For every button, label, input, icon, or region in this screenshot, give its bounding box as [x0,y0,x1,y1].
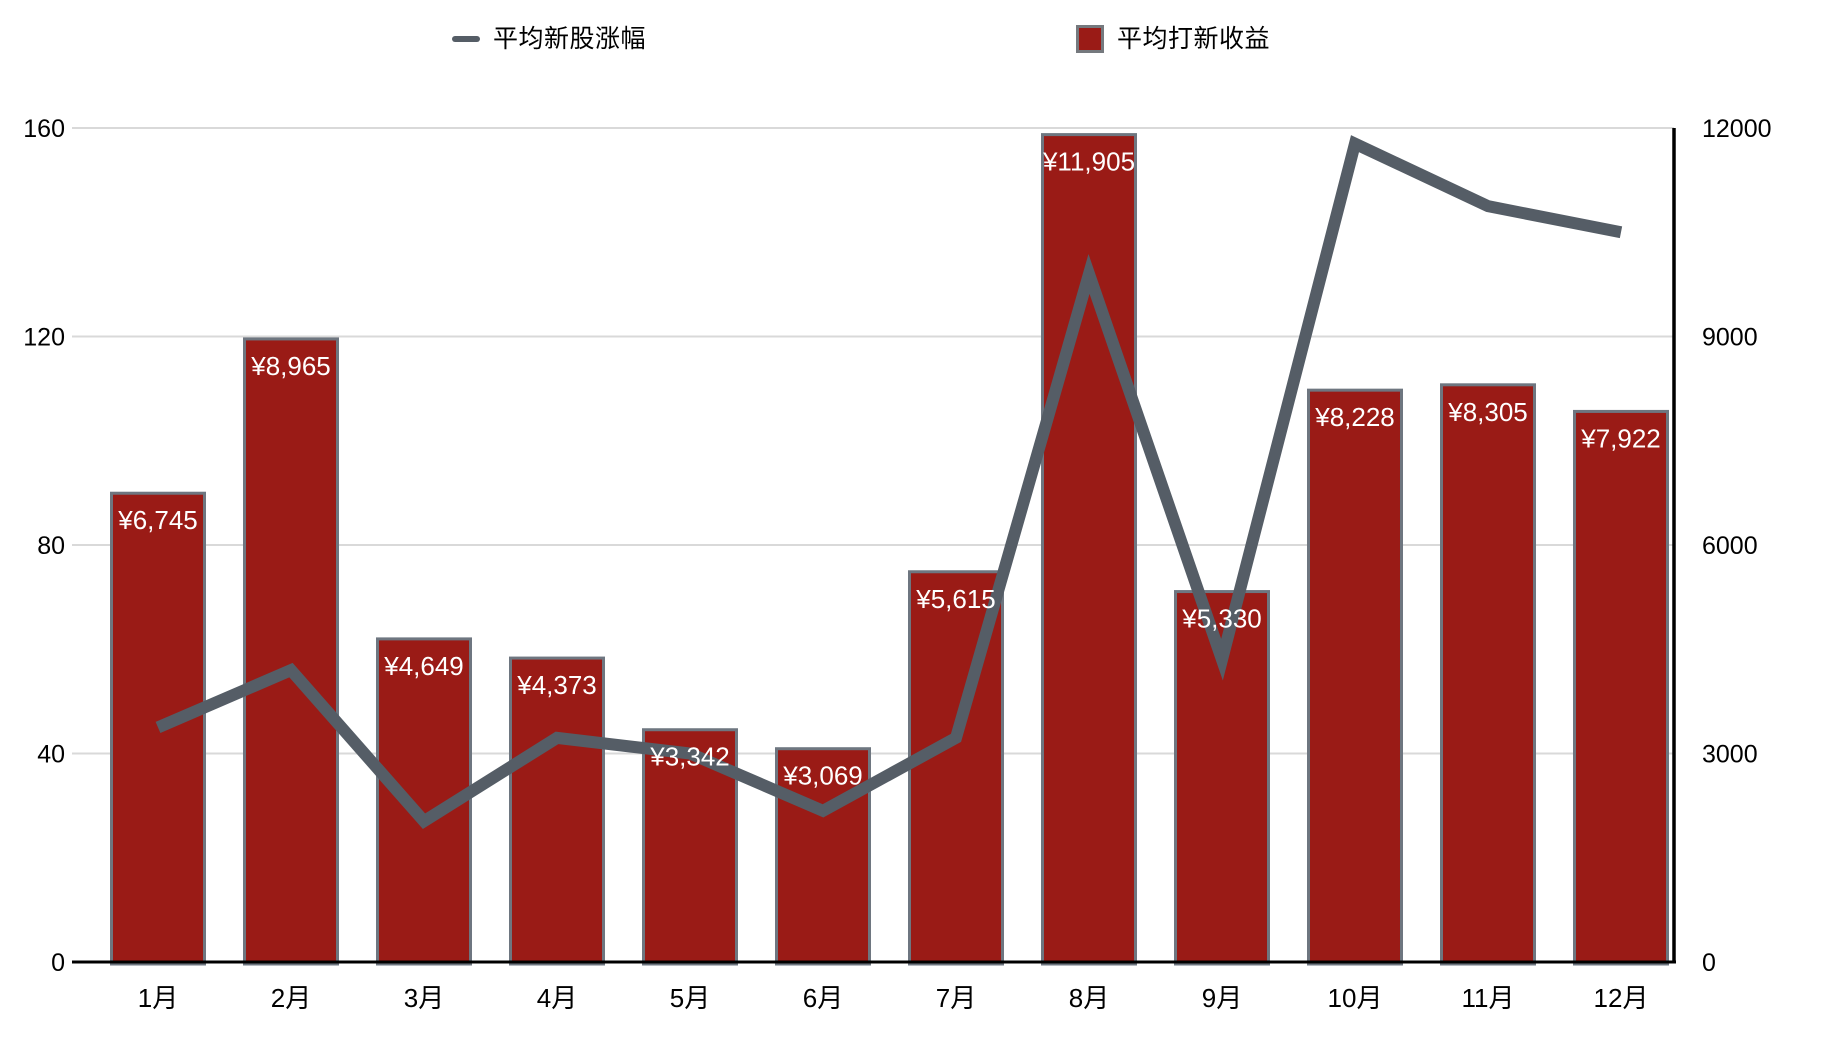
bar[interactable] [1307,388,1403,966]
bar-value-label: ¥4,649 [383,651,464,681]
left-axis-tick-label: 120 [23,324,65,352]
x-axis-category-label: 10月 [1328,983,1383,1013]
bar-value-label: ¥4,373 [516,670,597,700]
legend-label-line-series: 平均新股涨幅 [493,25,647,53]
right-axis-tick-label: 0 [1702,949,1716,977]
x-axis-category-label: 5月 [670,983,710,1013]
right-axis-tick-label: 3000 [1702,741,1758,769]
bar-value-label: ¥5,330 [1181,604,1262,634]
bar[interactable] [1440,383,1536,966]
x-axis-category-label: 12月 [1594,983,1649,1013]
left-axis-tick-label: 0 [51,949,65,977]
bar-value-label: ¥8,965 [250,351,331,381]
bar-series-marker-icon [1076,25,1104,53]
bar-value-label: ¥6,745 [117,505,198,535]
line-series-marker-icon [452,36,480,42]
bar-value-label: ¥8,305 [1447,397,1528,427]
bar[interactable] [110,491,206,966]
x-axis-category-label: 4月 [537,983,577,1013]
left-axis-tick-label: 160 [23,115,65,143]
bar[interactable] [509,656,605,966]
bar-value-label: ¥5,615 [915,584,996,614]
x-axis-category-label: 6月 [803,983,843,1013]
bar-value-label: ¥3,069 [782,761,863,791]
bar[interactable] [775,747,871,966]
legend-label-bar-series: 平均打新收益 [1117,25,1271,53]
right-axis-tick-label: 9000 [1702,324,1758,352]
bar[interactable] [1573,409,1669,966]
bar[interactable] [243,337,339,966]
bar-value-label: ¥7,922 [1580,423,1661,453]
x-axis-category-label: 3月 [404,983,444,1013]
legend-item-line-series[interactable]: 平均新股涨幅 [452,24,646,54]
bar-value-label: ¥3,342 [649,742,730,772]
x-axis-category-label: 9月 [1202,983,1242,1013]
x-axis-category-label: 7月 [936,983,976,1013]
left-axis-tick-label: 80 [37,532,65,560]
left-axis-tick-label: 40 [37,741,65,769]
right-axis-tick-label: 12000 [1702,115,1772,143]
legend-item-bar-series[interactable]: 平均打新收益 [1076,24,1270,54]
x-axis-category-label: 2月 [271,983,311,1013]
right-axis-tick-label: 6000 [1702,532,1758,560]
line-series [155,135,1623,830]
chart-legend: 平均新股涨幅 平均打新收益 [0,24,1826,58]
bar-value-label: ¥11,905 [1042,147,1135,177]
bar-value-label: ¥8,228 [1314,402,1395,432]
bar[interactable] [376,637,472,966]
x-axis-category-label: 1月 [138,983,178,1013]
x-axis-category-label: 11月 [1462,983,1515,1013]
x-axis-category-label: 8月 [1069,983,1109,1013]
